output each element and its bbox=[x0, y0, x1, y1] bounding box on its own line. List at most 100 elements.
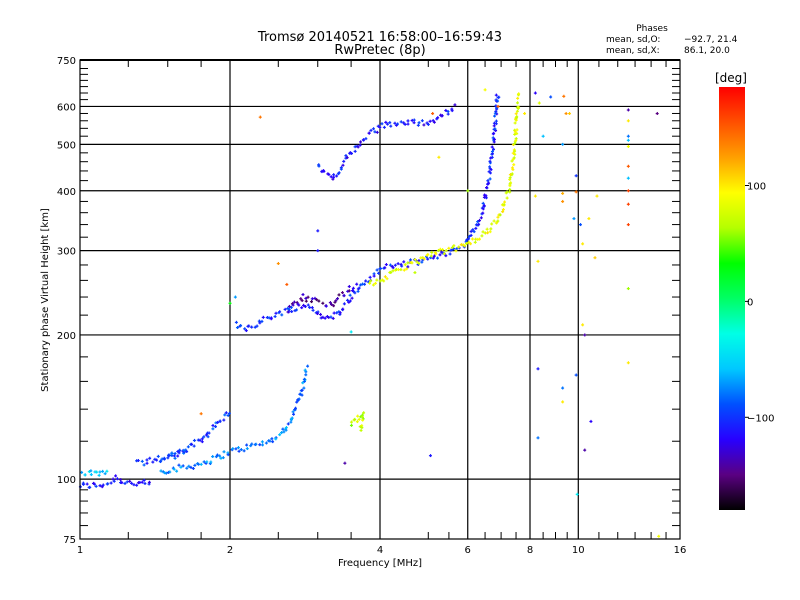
data-point bbox=[375, 278, 379, 282]
data-point bbox=[364, 137, 368, 141]
data-point bbox=[198, 438, 202, 442]
data-point bbox=[281, 427, 285, 431]
data-point bbox=[480, 212, 484, 216]
data-point bbox=[287, 310, 291, 314]
data-point bbox=[358, 143, 362, 147]
data-point bbox=[284, 426, 288, 430]
data-point bbox=[400, 264, 404, 268]
data-point bbox=[399, 262, 403, 266]
data-point bbox=[416, 123, 420, 127]
data-point bbox=[403, 122, 407, 126]
data-point bbox=[429, 254, 433, 258]
data-point bbox=[184, 448, 188, 452]
colorbar-tick-label: 0 bbox=[747, 297, 753, 308]
data-point bbox=[273, 314, 277, 318]
data-point bbox=[207, 431, 211, 435]
legend-x-values: 86.1, 20.0 bbox=[684, 46, 730, 56]
data-point bbox=[329, 315, 333, 319]
data-point bbox=[567, 111, 571, 115]
data-point bbox=[511, 151, 515, 155]
data-point bbox=[408, 258, 412, 262]
data-point bbox=[222, 450, 226, 454]
data-point bbox=[147, 482, 151, 486]
data-point bbox=[491, 132, 495, 136]
data-point bbox=[278, 310, 282, 314]
data-point bbox=[388, 263, 392, 267]
data-point bbox=[280, 313, 284, 317]
data-point bbox=[300, 393, 304, 397]
data-point bbox=[587, 217, 591, 221]
data-point bbox=[319, 316, 323, 320]
data-point bbox=[412, 121, 416, 125]
data-point bbox=[342, 294, 346, 298]
data-point bbox=[378, 266, 382, 270]
data-point bbox=[237, 449, 241, 453]
data-point bbox=[512, 156, 516, 160]
data-point bbox=[276, 261, 280, 265]
data-point bbox=[626, 138, 630, 142]
data-point bbox=[206, 435, 210, 439]
data-point bbox=[396, 268, 400, 272]
data-point bbox=[488, 167, 492, 171]
data-point bbox=[366, 280, 370, 284]
data-point bbox=[371, 127, 375, 131]
data-point bbox=[494, 119, 498, 123]
data-point bbox=[293, 406, 297, 410]
data-point bbox=[494, 221, 498, 225]
data-point bbox=[523, 111, 527, 115]
data-point bbox=[170, 454, 174, 458]
data-point bbox=[211, 423, 215, 427]
data-point bbox=[333, 300, 337, 304]
data-point bbox=[289, 420, 293, 424]
data-point bbox=[243, 327, 247, 331]
data-point bbox=[384, 120, 388, 124]
data-point bbox=[360, 415, 364, 419]
data-point bbox=[356, 287, 360, 291]
data-point bbox=[583, 333, 587, 337]
data-point bbox=[153, 457, 157, 461]
data-point bbox=[204, 461, 208, 465]
data-point bbox=[496, 215, 500, 219]
minor-ticks bbox=[80, 60, 680, 539]
data-point bbox=[373, 130, 377, 134]
data-point bbox=[192, 444, 196, 448]
data-point bbox=[508, 177, 512, 181]
data-point bbox=[446, 109, 450, 113]
data-point bbox=[287, 304, 291, 308]
data-point bbox=[469, 229, 473, 233]
legend-x-label: mean, sd,X: bbox=[606, 46, 660, 56]
data-point bbox=[428, 454, 432, 458]
data-point bbox=[291, 410, 295, 414]
data-point bbox=[208, 462, 212, 466]
legend-title: Phases bbox=[636, 24, 668, 34]
data-point bbox=[239, 324, 243, 328]
data-point bbox=[231, 447, 235, 451]
legend-o-label: mean, sd,O: bbox=[606, 35, 660, 45]
data-point bbox=[450, 245, 454, 249]
data-point bbox=[219, 456, 223, 460]
data-point bbox=[510, 172, 514, 176]
data-point bbox=[339, 167, 343, 171]
data-point bbox=[372, 274, 376, 278]
data-point bbox=[296, 302, 300, 306]
data-point bbox=[92, 482, 96, 486]
data-point bbox=[81, 481, 85, 485]
data-point bbox=[192, 438, 196, 442]
data-point bbox=[179, 465, 183, 469]
data-point bbox=[490, 149, 494, 153]
data-point bbox=[574, 373, 578, 377]
data-point bbox=[514, 138, 518, 142]
data-point bbox=[182, 450, 186, 454]
data-point bbox=[295, 300, 299, 304]
x-tick-label: 4 bbox=[377, 545, 383, 556]
data-point bbox=[202, 460, 206, 464]
data-point bbox=[385, 122, 389, 126]
data-point bbox=[181, 464, 185, 468]
data-point bbox=[463, 244, 467, 248]
data-point bbox=[476, 237, 480, 241]
data-point bbox=[431, 111, 435, 115]
data-point bbox=[236, 446, 240, 450]
data-point bbox=[488, 165, 492, 169]
data-point bbox=[356, 414, 360, 418]
